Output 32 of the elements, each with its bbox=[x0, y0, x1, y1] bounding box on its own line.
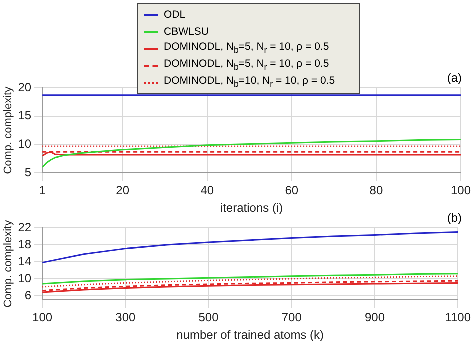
legend-label: CBWLSU bbox=[164, 26, 209, 38]
text: (b) bbox=[447, 211, 462, 225]
y-tick-label: 20 bbox=[18, 80, 32, 94]
x-tick-label: 300 bbox=[116, 310, 136, 325]
legend-label: ODL bbox=[164, 8, 186, 20]
y-tick-label: 14 bbox=[18, 254, 32, 268]
x-tick-label: 1100 bbox=[445, 310, 472, 325]
y-tick-label: 10 bbox=[18, 137, 32, 152]
x-tick-label: 700 bbox=[282, 310, 302, 325]
legend-label: DOMINODL, N$_{b}$=5, N$_{r}$ = 10, ρ = 0.5 bbox=[164, 41, 330, 56]
y-tick-label: 5 bbox=[24, 166, 32, 180]
text: (a) bbox=[447, 71, 462, 85]
x-tick-label: 500 bbox=[198, 310, 220, 325]
x-tick-label: 100 bbox=[450, 184, 472, 198]
y-tick-label: 15 bbox=[18, 108, 32, 123]
x-tick-label: 1 bbox=[39, 184, 46, 198]
y-tick-label: 10 bbox=[18, 271, 32, 286]
x-tick-label: 40 bbox=[200, 184, 214, 198]
x-tick-label: 20 bbox=[116, 184, 130, 198]
y-tick-label: 18 bbox=[18, 237, 32, 252]
y-tick-label: 22 bbox=[18, 220, 32, 234]
y-axis-title: Comp. complexity bbox=[2, 86, 15, 174]
y-axis-title: Comp. complexity bbox=[2, 220, 15, 308]
x-tick-label: 60 bbox=[285, 184, 299, 198]
y-tick-label: 6 bbox=[24, 288, 32, 302]
x-tick-label: 80 bbox=[370, 184, 384, 198]
legend-label: DOMINODL, N$_{b}$=5, N$_{r}$ = 10, ρ = 0.5 bbox=[164, 58, 330, 73]
x-axis-title: number of trained atoms (k) bbox=[176, 328, 324, 342]
x-tick-label: 900 bbox=[364, 310, 386, 325]
legend-label: DOMINODL, N$_{b}$=10, N$_{r}$ = 10, ρ = 0.5 bbox=[164, 75, 336, 90]
x-axis-title: iterations (i) bbox=[220, 201, 284, 216]
x-tick-label: 100 bbox=[32, 310, 53, 325]
